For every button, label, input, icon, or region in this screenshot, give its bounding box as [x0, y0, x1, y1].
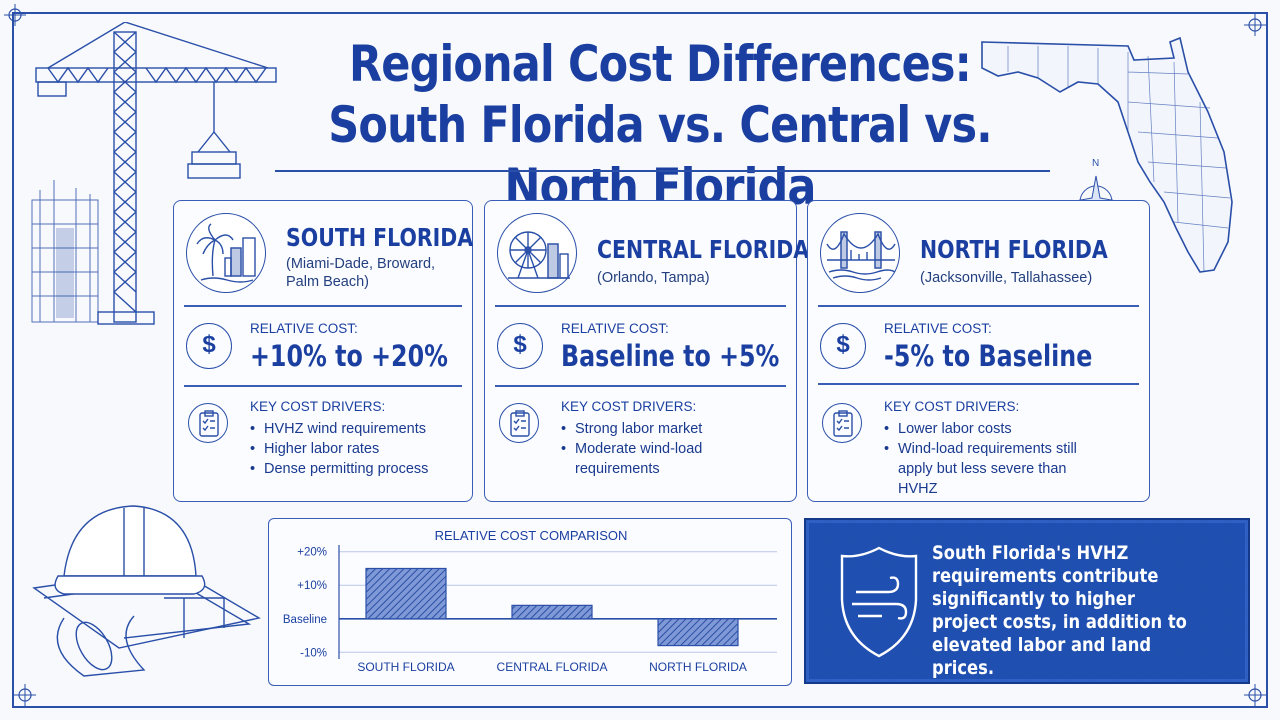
y-tick-label: -10%: [300, 647, 327, 659]
x-tick-label: SOUTH FLORIDA: [357, 660, 454, 674]
divider: [495, 305, 786, 307]
clipboard-icon: [822, 403, 862, 443]
x-tick-label: CENTRAL FLORIDA: [497, 660, 608, 674]
bar-central-florida: [511, 604, 593, 620]
chart-title: RELATIVE COST COMPARISON: [435, 528, 628, 543]
region-card-central-florida: CENTRAL FLORIDA (Orlando, Tampa) $ RELAT…: [484, 200, 809, 502]
hard-hat-blueprint-illustration: [32, 505, 261, 677]
relative-cost-chart: RELATIVE COST COMPARISON +20% +10% Baselin…: [268, 518, 792, 686]
key-drivers-list: Strong labor market Moderate wind-load r…: [561, 419, 761, 479]
key-drivers-label: KEY COST DRIVERS:: [884, 399, 1020, 414]
key-drivers-label: KEY COST DRIVERS:: [561, 399, 697, 414]
region-name: CENTRAL FLORIDA: [597, 235, 810, 264]
crosshair-icon: [1244, 14, 1266, 36]
clipboard-icon: [499, 403, 539, 443]
list-item: Strong labor market: [561, 419, 761, 439]
relative-cost-value: Baseline to +5%: [561, 339, 780, 373]
key-drivers-list: HVHZ wind requirements Higher labor rate…: [250, 419, 428, 479]
svg-text:N: N: [1092, 158, 1099, 169]
y-tick-label: +10%: [297, 580, 327, 592]
region-name: SOUTH FLORIDA: [286, 223, 474, 252]
dollar-icon: $: [186, 323, 232, 369]
hvhz-callout: South Florida's HVHZ requirements contri…: [804, 518, 1250, 684]
dollar-icon: $: [497, 323, 543, 369]
relative-cost-label: RELATIVE COST:: [561, 321, 669, 336]
region-areas: (Miami-Dade, Broward, Palm Beach): [286, 256, 436, 290]
divider: [495, 385, 786, 387]
region-name: NORTH FLORIDA: [920, 235, 1108, 264]
crane-illustration: [35, 22, 277, 325]
dollar-icon: $: [820, 323, 866, 369]
divider: [818, 383, 1139, 385]
building-scaffold-illustration: [31, 180, 99, 323]
region-areas: (Jacksonville, Tallahassee): [920, 270, 1093, 286]
relative-cost-label: RELATIVE COST:: [250, 321, 358, 336]
x-tick-label: NORTH FLORIDA: [649, 660, 747, 674]
bridge-icon: [820, 213, 900, 293]
list-item: Wind-load requirements still apply but l…: [884, 439, 1084, 499]
bar-north-florida: [657, 618, 739, 647]
relative-cost-value: +10% to +20%: [250, 339, 448, 373]
title-divider: [275, 170, 1050, 172]
relative-cost-label: RELATIVE COST:: [884, 321, 992, 336]
page-title: Regional Cost Differences: South Florida…: [316, 34, 1004, 218]
list-item: HVHZ wind requirements: [250, 419, 428, 439]
title-line-1: Regional Cost Differences:: [349, 35, 972, 93]
callout-text: South Florida's HVHZ requirements contri…: [932, 542, 1187, 679]
crosshair-icon: [4, 4, 26, 26]
key-drivers-label: KEY COST DRIVERS:: [250, 399, 386, 414]
clipboard-icon: [188, 403, 228, 443]
list-item: Moderate wind-load requirements: [561, 439, 761, 479]
list-item: Lower labor costs: [884, 419, 1084, 439]
blueprint-frame: [12, 12, 1268, 708]
divider: [184, 305, 462, 307]
divider: [818, 305, 1139, 307]
shield-wind-icon: [840, 546, 918, 658]
region-card-north-florida: NORTH FLORIDA (Jacksonville, Tallahassee…: [807, 200, 1150, 502]
y-tick-label: Baseline: [283, 614, 327, 626]
divider: [184, 385, 462, 387]
list-item: Higher labor rates: [250, 439, 428, 459]
region-card-south-florida: SOUTH FLORIDA (Miami-Dade, Broward, Palm…: [173, 200, 473, 502]
chart-svg: RELATIVE COST COMPARISON +20% +10% Baselin…: [283, 528, 777, 674]
ferris-wheel-icon: [497, 213, 577, 293]
palm-tree-city-icon: [186, 213, 266, 293]
region-areas: (Orlando, Tampa): [597, 270, 710, 286]
bar-south-florida: [365, 567, 447, 620]
relative-cost-value: -5% to Baseline: [884, 339, 1093, 373]
crosshair-icon: [1244, 684, 1266, 706]
crosshair-icon: [14, 684, 36, 706]
list-item: Dense permitting process: [250, 459, 428, 479]
y-tick-label: +20%: [297, 547, 327, 559]
key-drivers-list: Lower labor costs Wind-load requirements…: [884, 419, 1084, 499]
